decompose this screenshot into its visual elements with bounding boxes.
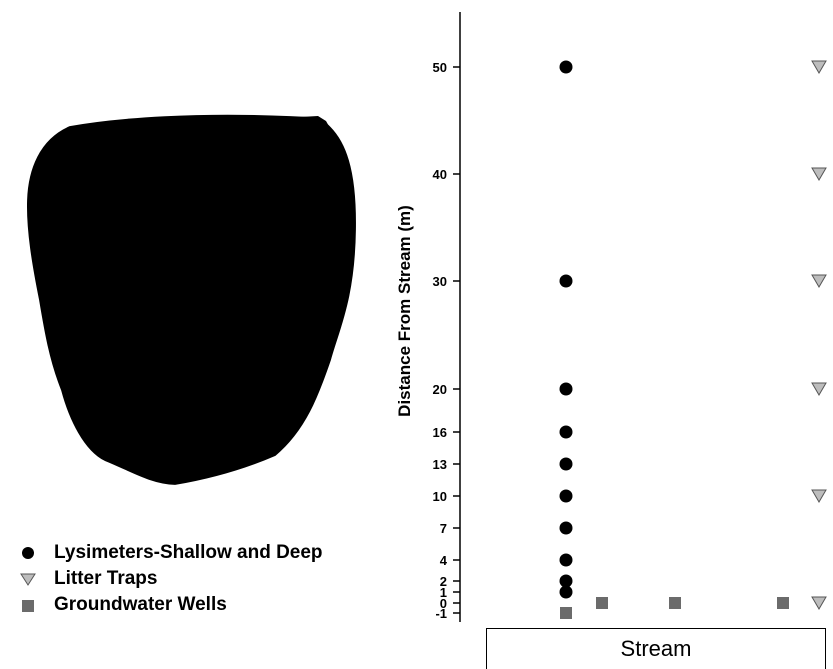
well-point — [777, 597, 789, 609]
well-point — [596, 597, 608, 609]
transect-lines — [86, 127, 301, 456]
outlet-mark — [300, 116, 330, 128]
y-tick-label: 4 — [440, 553, 448, 568]
lysimeter-point — [559, 585, 573, 599]
legend: Lysimeters-Shallow and Deep Litter Traps… — [8, 540, 323, 618]
watershed-map — [26, 114, 356, 485]
plot-marks — [559, 60, 827, 619]
legend-label: Groundwater Wells — [54, 594, 227, 615]
legend-label: Litter Traps — [54, 568, 158, 589]
lysimeter-point — [559, 521, 573, 535]
y-tick-label: 13 — [433, 457, 447, 472]
y-tick-label: 10 — [433, 489, 447, 504]
lysimeter-point — [559, 574, 573, 588]
litter-trap-point — [811, 489, 827, 503]
litter-trap-point — [811, 274, 827, 288]
lysimeter-point — [559, 274, 573, 288]
lysimeter-point — [559, 425, 573, 439]
well-point — [669, 597, 681, 609]
lysimeter-point — [559, 382, 573, 396]
legend-item-lysimeters: Lysimeters-Shallow and Deep — [8, 540, 323, 566]
lysimeter-point — [559, 489, 573, 503]
lysimeter-point — [559, 553, 573, 567]
legend-item-wells: Groundwater Wells — [8, 592, 323, 618]
y-tick-label: 20 — [433, 382, 447, 397]
stream-label: Stream — [620, 636, 692, 661]
y-tick-label: 30 — [433, 274, 447, 289]
y-tick-label: 1 — [440, 585, 447, 600]
litter-trap-point — [811, 382, 827, 396]
y-tick-label: 2 — [440, 574, 447, 589]
lysimeter-point — [559, 457, 573, 471]
stream-box: Stream — [486, 628, 826, 669]
square-icon — [22, 600, 34, 612]
y-tick-label: 40 — [433, 167, 447, 182]
y-axis-label: Distance From Stream (m) — [395, 205, 414, 417]
legend-symbols — [20, 547, 36, 612]
litter-trap-point — [811, 167, 827, 181]
y-tick-label: 50 — [433, 60, 447, 75]
y-tick-label: 0 — [440, 596, 447, 611]
filled-circle-icon — [22, 547, 34, 559]
legend-label: Lysimeters-Shallow and Deep — [54, 542, 323, 563]
y-tick-label: -1 — [435, 606, 447, 621]
litter-trap-point — [811, 596, 827, 610]
lysimeter-point — [559, 60, 573, 74]
y-tick-label: 16 — [433, 425, 447, 440]
y-tick-label: 7 — [440, 521, 447, 536]
watershed-outline — [26, 114, 356, 485]
legend-item-litter-traps: Litter Traps — [8, 566, 323, 592]
down-triangle-icon — [20, 573, 36, 586]
litter-trap-point — [811, 60, 827, 74]
well-point — [560, 607, 572, 619]
